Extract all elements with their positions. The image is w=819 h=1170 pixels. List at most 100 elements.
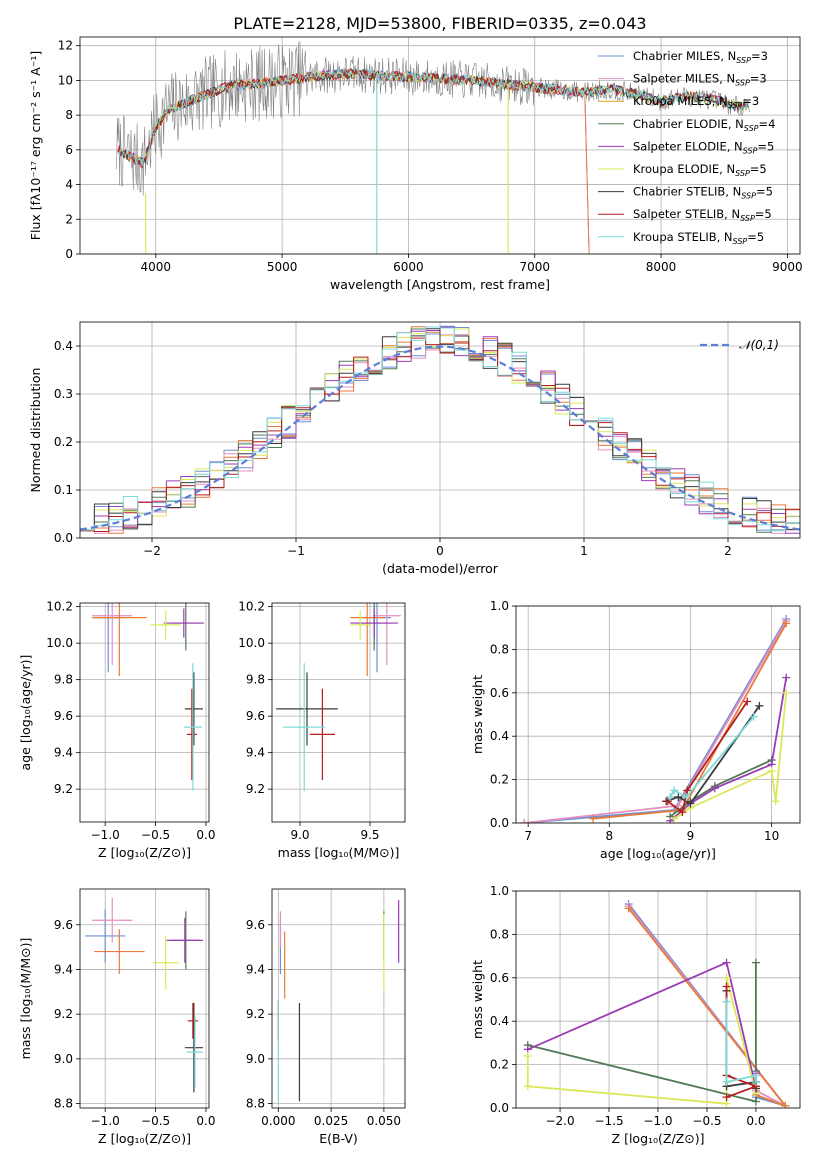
y-tick-label: 9.0 xyxy=(246,1052,265,1066)
y-tick-label: 0.2 xyxy=(490,1058,509,1072)
y-axis-label: mass [log₁₀(M/M⊙)] xyxy=(18,938,33,1060)
y-axis-label: age [log₁₀(age/yr)] xyxy=(18,655,33,771)
x-tick-label: 0.050 xyxy=(367,1114,401,1128)
axes-frame xyxy=(271,888,406,1109)
y-tick-label: 10 xyxy=(58,73,73,87)
weight-marker-model-8 xyxy=(722,997,731,1006)
weight-marker-model-4 xyxy=(782,673,791,682)
weight-marker-model-8 xyxy=(751,1077,760,1086)
panels: 4000 5000 6000 7000 8000 9000024681012wavelen… xyxy=(18,36,803,1146)
plot-area xyxy=(276,603,401,791)
y-tick-label: 10.2 xyxy=(46,600,73,614)
grid xyxy=(272,889,405,1108)
y-tick-label: 9.2 xyxy=(54,782,73,796)
legend-label: Chabrier STELIB, NSSP=5 xyxy=(633,185,773,201)
histogram-model-7 xyxy=(80,337,800,532)
y-axis-label: mass weight xyxy=(470,675,485,754)
x-tick-label: 7000 xyxy=(519,260,550,274)
weight-marker-model-8 xyxy=(666,792,675,801)
axes-frame xyxy=(79,36,801,255)
weight-marker-model-4 xyxy=(666,816,675,823)
grid xyxy=(516,605,800,824)
x-tick-label: −1.0 xyxy=(91,1114,120,1128)
y-tick-label: 9.2 xyxy=(246,1007,265,1021)
plot-area xyxy=(80,325,800,534)
weight-marker-model-7 xyxy=(683,786,692,795)
y-tick-label: 6 xyxy=(65,143,73,157)
legend-label: Kroupa STELIB, NSSP=5 xyxy=(633,230,764,246)
panel-residuals: −2 −1 0 1 2 0.0 0.1 0.2 0.3 0.4 (data-model)/error… xyxy=(28,321,801,576)
legend-label: Kroupa MILES, NSSP=3 xyxy=(633,94,759,110)
weight-marker-model-4 xyxy=(710,784,719,793)
panel-age_vs_mass: 9.0 9.5 9.2 9.4 9.6 9.8 10.0 10.2 mass [log₁₀(M/… xyxy=(238,600,406,860)
x-axis-label: mass [log₁₀(M/M⊙)] xyxy=(278,845,400,860)
x-axis-label: Z [log₁₀(Z/Z⊙)] xyxy=(612,1131,705,1146)
legend-label: 𝒩(0,1) xyxy=(739,338,779,352)
legend-label: Salpeter MILES, NSSP=3 xyxy=(633,72,767,88)
weight-marker-model-5 xyxy=(767,766,776,775)
y-tick-label: 0.0 xyxy=(490,816,509,830)
plot-area xyxy=(116,41,750,254)
weight-marker-model-5 xyxy=(782,688,791,697)
weight-marker-model-6 xyxy=(755,701,764,710)
y-tick-label: 0.1 xyxy=(54,483,73,497)
y-tick-label: 1.0 xyxy=(490,599,509,613)
x-tick-label: 10 xyxy=(764,829,779,843)
legend-label: Salpeter STELIB, NSSP=5 xyxy=(633,207,772,223)
x-tick-label: 9 xyxy=(687,829,695,843)
x-tick-label: −1 xyxy=(287,544,305,558)
axes-frame xyxy=(271,602,406,823)
y-tick-label: 8.8 xyxy=(246,1097,265,1111)
axes-frame xyxy=(79,321,801,539)
weight-marker-model-3 xyxy=(751,958,760,967)
y-tick-label: 10.0 xyxy=(46,636,73,650)
x-tick-label: −1.0 xyxy=(643,1114,672,1128)
grid xyxy=(80,889,209,1108)
weight-line-model-3 xyxy=(669,759,772,818)
weight-marker-model-8 xyxy=(722,1077,731,1086)
y-tick-label: 9.4 xyxy=(54,746,73,760)
weight-marker-model-7 xyxy=(678,808,687,817)
x-tick-label: 0.0 xyxy=(746,1114,765,1128)
axes-frame xyxy=(515,890,801,1109)
y-tick-label: 0.0 xyxy=(54,531,73,545)
panel-mass_vs_ebv: 0.000 0.025 0.050 8.8 9.0 9.2 9.4 9.6 E(B-V) xyxy=(246,888,406,1146)
weight-marker-model-7 xyxy=(743,697,752,706)
y-tick-label: 9.8 xyxy=(246,673,265,687)
x-tick-label: 8 xyxy=(605,829,613,843)
series-data xyxy=(116,41,750,196)
x-tick-label: −2.0 xyxy=(545,1114,574,1128)
x-tick-label: 0.000 xyxy=(261,1114,295,1128)
legend-label: Chabrier ELODIE, NSSP=4 xyxy=(633,117,775,133)
x-tick-label: 0.0 xyxy=(196,1114,215,1128)
grid xyxy=(80,603,209,822)
x-tick-label: −0.5 xyxy=(692,1114,721,1128)
y-tick-label: 12 xyxy=(58,39,73,53)
x-tick-label: 1 xyxy=(580,544,588,558)
y-tick-label: 9.0 xyxy=(54,1052,73,1066)
weight-line-model-5 xyxy=(526,976,757,1105)
weight-marker-model-5 xyxy=(523,1051,532,1060)
x-tick-label: 9.0 xyxy=(290,828,309,842)
weight-marker-model-8 xyxy=(682,792,691,801)
weight-marker-model-8 xyxy=(670,786,679,795)
histogram-model-8 xyxy=(80,326,800,532)
x-tick-label: 0.0 xyxy=(196,828,215,842)
weight-marker-model-5 xyxy=(523,1082,532,1091)
x-axis-label: (data-model)/error xyxy=(382,561,499,576)
y-tick-label: 9.4 xyxy=(54,962,73,976)
weight-marker-model-8 xyxy=(749,712,758,721)
legend: Chabrier MILES, NSSP=3 Salpeter MILES, NS… xyxy=(598,49,775,246)
x-tick-label: −2 xyxy=(143,544,161,558)
weight-marker-model-6 xyxy=(686,799,695,808)
panel-weight_vs_age: 7 8 9 10 0.0 0.2 0.4 0.6 0.8 1.0 age [log₁₀(age/yr… xyxy=(470,599,801,861)
y-tick-label: 0.2 xyxy=(490,773,509,787)
x-tick-label: 6000 xyxy=(393,260,424,274)
weight-marker-model-2 xyxy=(589,814,598,823)
x-tick-label: 4000 xyxy=(141,260,172,274)
normal-curve xyxy=(80,345,800,531)
y-tick-label: 0.8 xyxy=(490,927,509,941)
series-model-8 xyxy=(117,67,749,167)
grid xyxy=(272,603,405,822)
